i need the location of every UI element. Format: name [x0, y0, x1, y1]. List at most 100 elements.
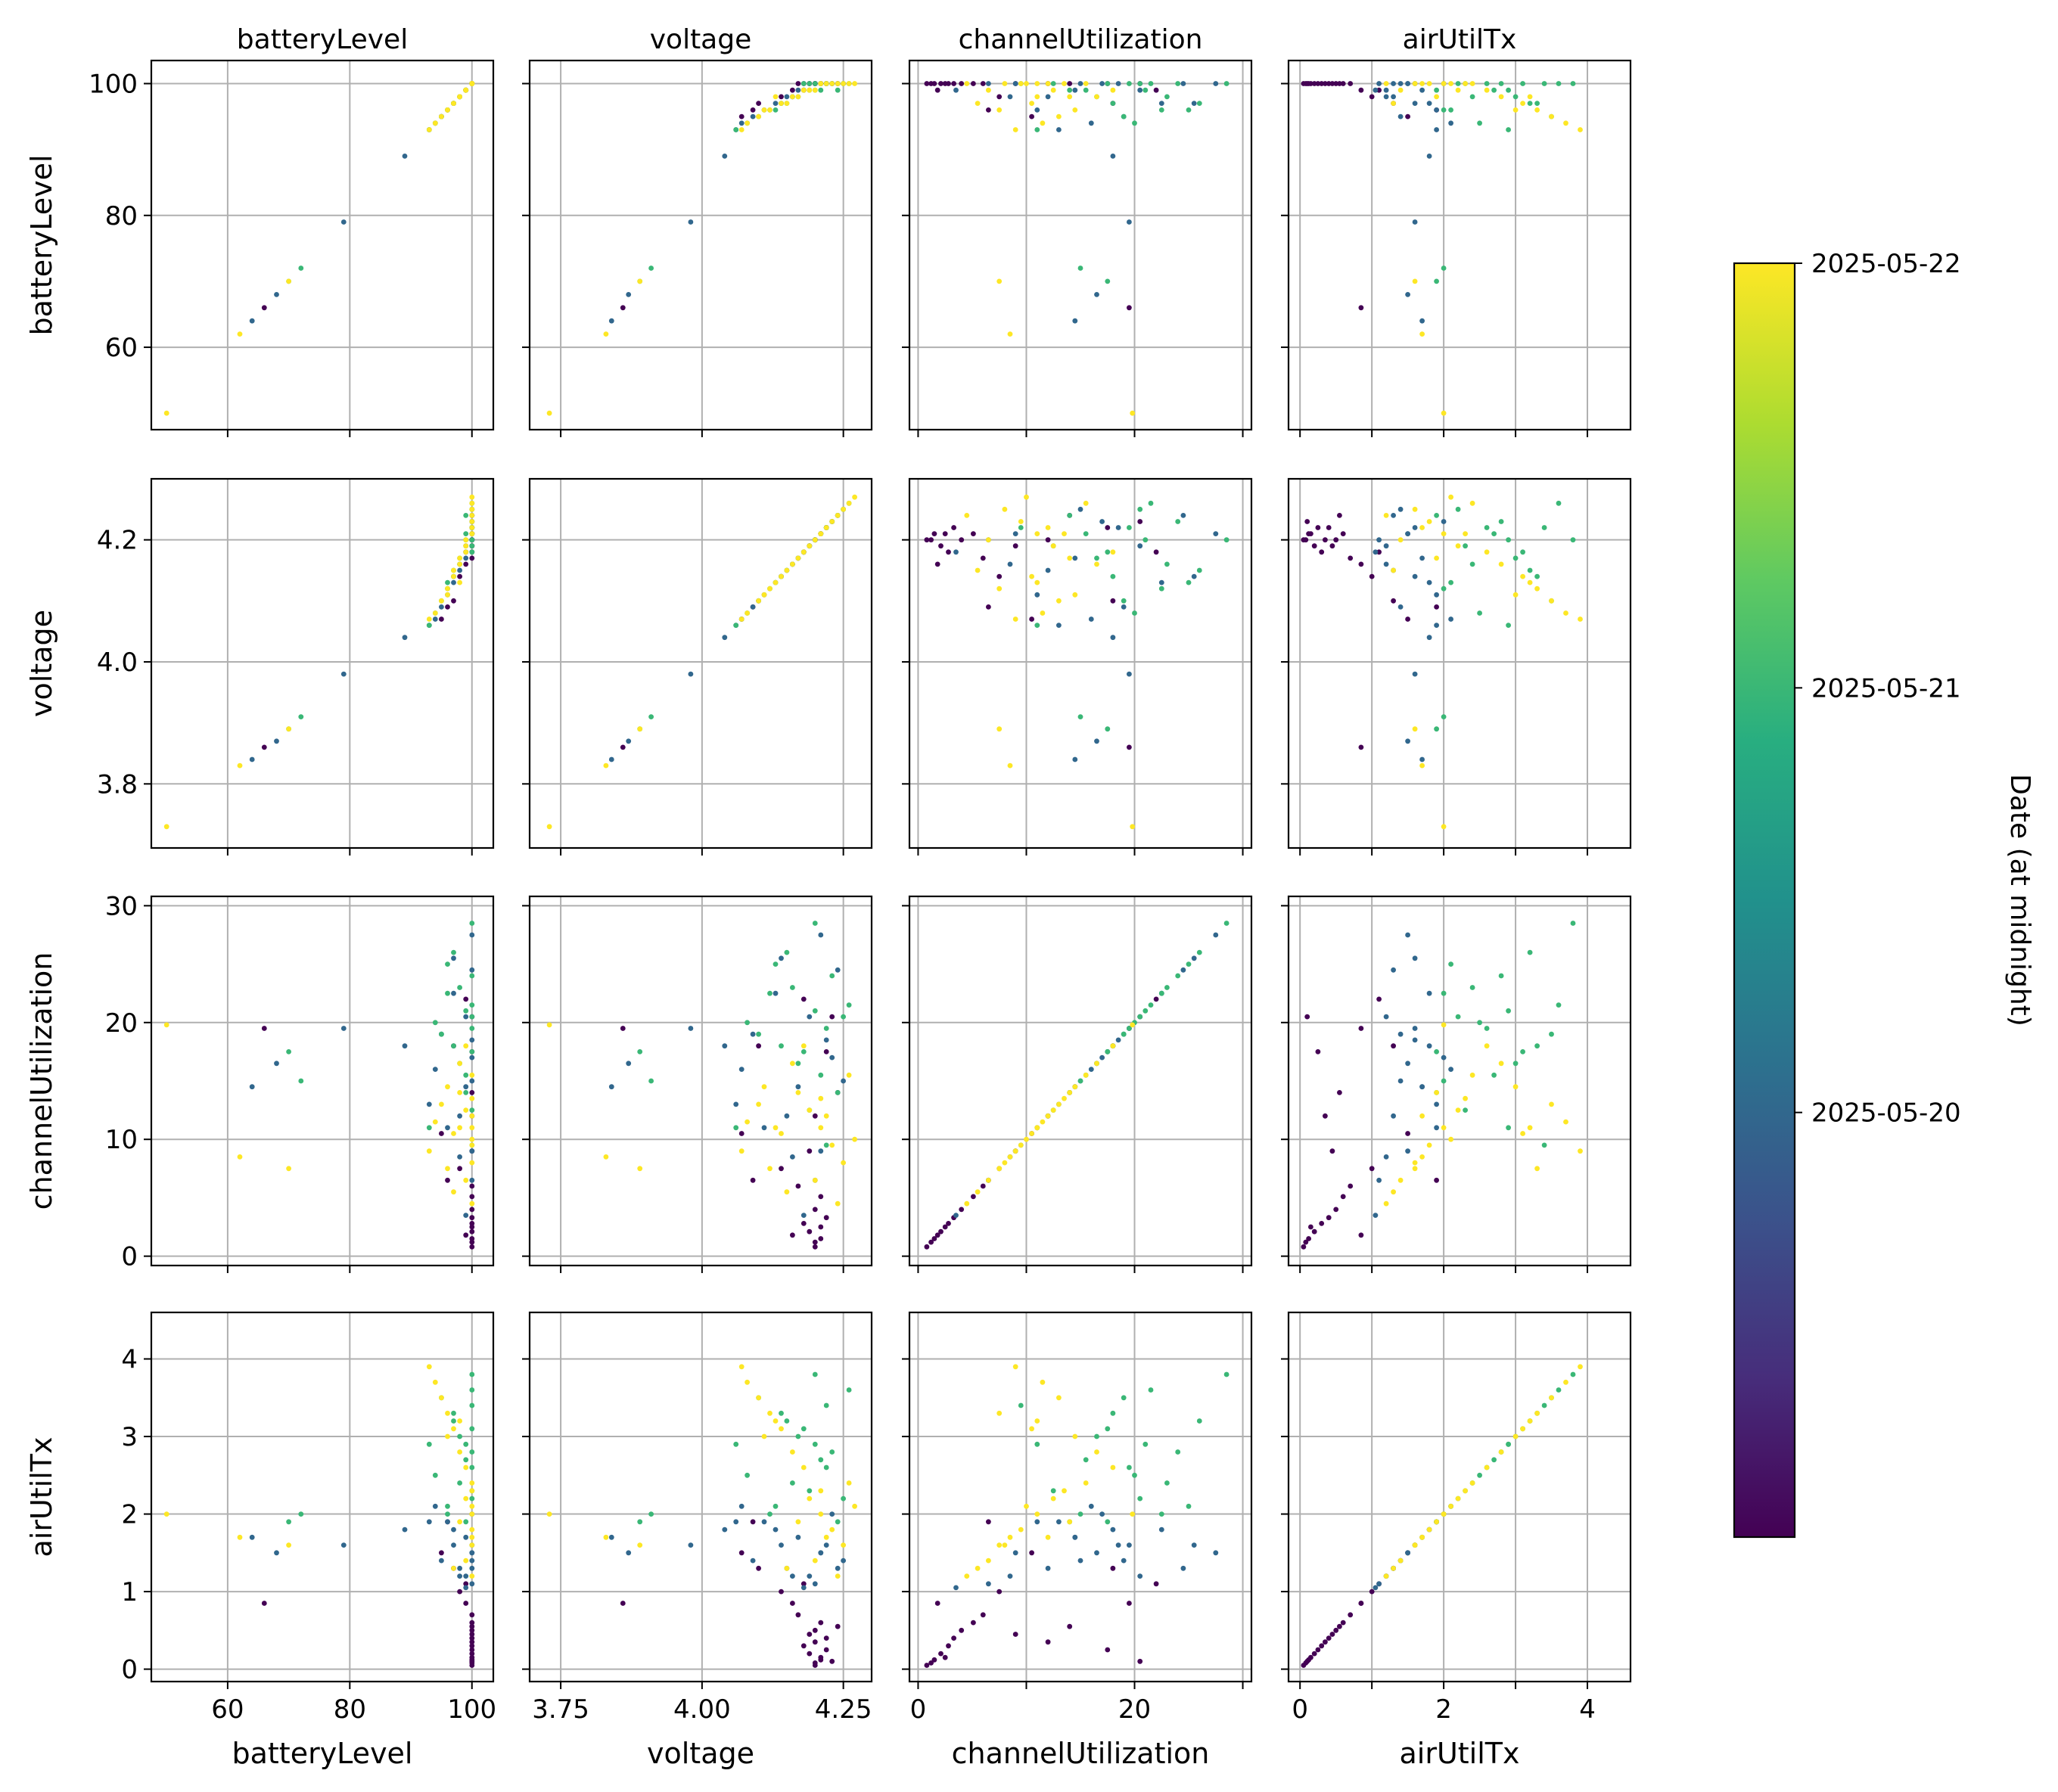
data-point	[1024, 81, 1029, 86]
data-point	[457, 1113, 462, 1119]
data-point	[1045, 81, 1051, 86]
data-point	[463, 996, 469, 1002]
data-point	[1323, 1113, 1328, 1119]
data-point	[445, 1166, 450, 1172]
data-point	[445, 990, 450, 996]
data-point	[835, 1519, 841, 1525]
data-point	[445, 1125, 450, 1131]
data-point	[1434, 726, 1439, 732]
data-point	[1506, 87, 1511, 93]
data-point	[756, 113, 761, 120]
data-point	[1527, 101, 1533, 107]
data-point	[469, 967, 475, 973]
data-point	[1311, 543, 1317, 549]
data-point	[1121, 604, 1127, 610]
data-point	[1563, 610, 1568, 616]
data-point	[457, 1565, 462, 1571]
data-point	[745, 1020, 750, 1026]
data-point	[469, 1627, 475, 1633]
data-point	[1448, 961, 1453, 967]
data-point	[1477, 120, 1482, 126]
data-point	[469, 525, 475, 530]
scatter-points	[1301, 921, 1583, 1250]
data-point	[1094, 1550, 1099, 1556]
data-point	[745, 1119, 750, 1125]
data-point	[975, 567, 981, 573]
data-point	[1434, 592, 1439, 598]
data-point	[1029, 1131, 1034, 1136]
data-point	[1405, 292, 1410, 297]
data-point	[439, 1558, 444, 1564]
data-point	[1419, 87, 1425, 93]
data-point	[298, 1078, 304, 1084]
data-point	[546, 824, 552, 830]
data-point	[767, 585, 773, 592]
axes-frame	[528, 477, 873, 849]
data-point	[1556, 81, 1562, 86]
data-point	[835, 81, 841, 86]
data-point	[1083, 500, 1089, 506]
data-point	[620, 1601, 626, 1606]
data-point	[1099, 519, 1105, 524]
data-point	[1512, 1433, 1519, 1440]
data-point	[1463, 1095, 1468, 1101]
data-point	[1213, 932, 1219, 938]
data-point	[745, 610, 750, 616]
data-point	[773, 990, 779, 996]
data-point	[1484, 525, 1490, 530]
data-point	[286, 1542, 291, 1548]
data-point	[795, 1084, 801, 1090]
data-point	[1506, 1008, 1511, 1014]
data-point	[451, 567, 456, 573]
data-point	[942, 531, 948, 536]
data-point	[469, 555, 475, 561]
data-point	[924, 1663, 930, 1668]
data-point	[1441, 410, 1447, 416]
data-point	[1315, 525, 1321, 530]
data-point	[1303, 1239, 1309, 1245]
data-point	[1448, 579, 1453, 585]
data-point	[1405, 1061, 1410, 1067]
data-point	[457, 1061, 462, 1067]
data-point	[1326, 1635, 1332, 1641]
data-point	[986, 537, 991, 543]
data-point	[1383, 543, 1389, 549]
data-point	[756, 1101, 761, 1107]
data-point	[980, 1612, 986, 1618]
data-point	[801, 1464, 807, 1471]
data-point	[1434, 1101, 1439, 1107]
data-point	[1397, 87, 1404, 93]
data-point	[1434, 1177, 1439, 1183]
data-point	[818, 1511, 824, 1517]
data-point	[1376, 1581, 1382, 1587]
panel-channelUtilization-vs-voltage	[522, 895, 873, 1273]
scatter-points	[163, 494, 475, 830]
data-point	[1127, 1542, 1132, 1548]
data-point	[432, 1472, 438, 1478]
data-point	[637, 1542, 643, 1548]
data-point	[626, 292, 632, 297]
data-point	[163, 410, 169, 416]
data-point	[801, 1213, 807, 1218]
data-point	[1405, 1550, 1410, 1556]
data-point	[829, 1054, 835, 1061]
data-point	[750, 1519, 756, 1525]
data-point	[795, 1534, 801, 1540]
grid-lines	[1289, 61, 1631, 430]
data-point	[773, 94, 779, 100]
data-point	[457, 1125, 462, 1131]
data-point	[928, 537, 934, 543]
data-point	[1323, 1639, 1328, 1645]
data-point	[469, 1037, 475, 1043]
data-point	[1110, 598, 1116, 604]
data-point	[1426, 1142, 1432, 1148]
data-point	[1520, 1049, 1525, 1054]
data-point	[426, 1101, 432, 1107]
data-point	[807, 87, 813, 93]
data-point	[996, 573, 1003, 579]
data-point	[1056, 113, 1062, 120]
data-point	[942, 1224, 948, 1230]
data-point	[439, 598, 444, 604]
data-point	[451, 1131, 456, 1136]
data-point	[1383, 1573, 1389, 1579]
